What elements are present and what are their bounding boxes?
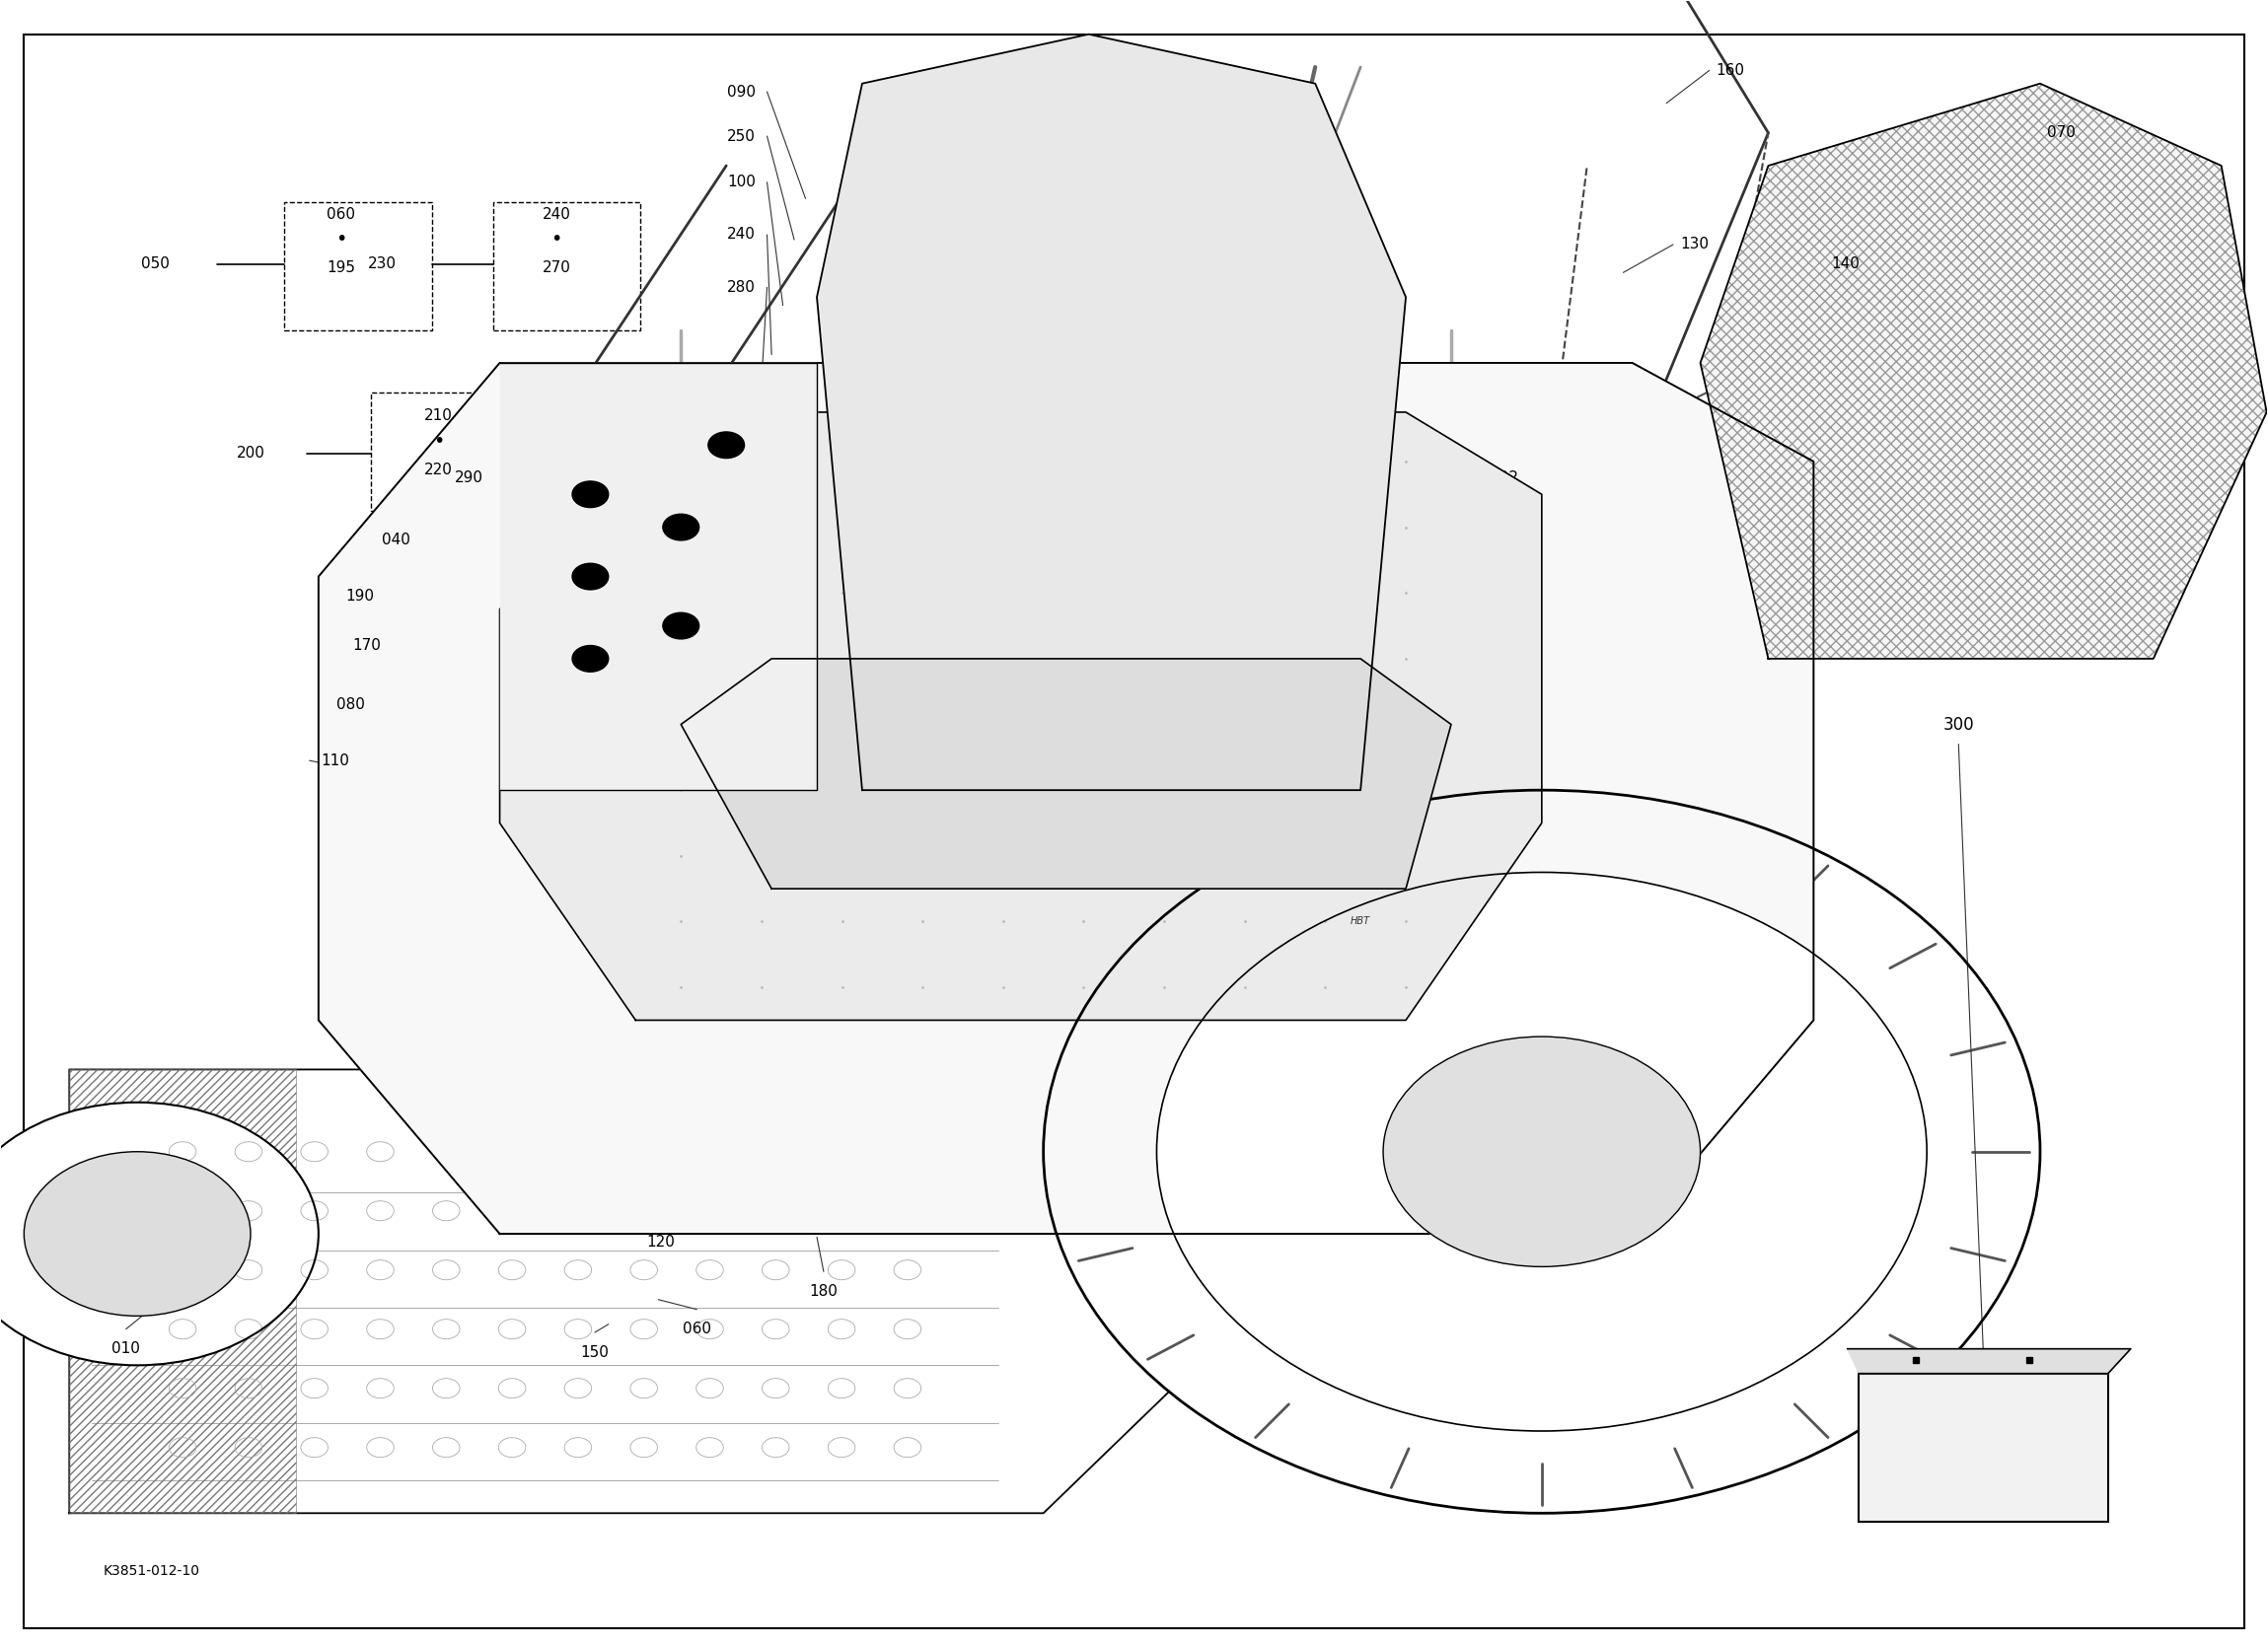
Text: HBT: HBT <box>1352 917 1370 927</box>
Polygon shape <box>1848 1348 2130 1373</box>
Text: 060: 060 <box>683 1322 712 1337</box>
Text: 260: 260 <box>1470 537 1497 551</box>
Text: 190: 190 <box>345 589 374 604</box>
Text: 240: 240 <box>542 207 572 222</box>
Text: 010: 010 <box>111 1341 141 1356</box>
Text: 150: 150 <box>581 1345 610 1360</box>
Text: 090: 090 <box>728 84 755 99</box>
Text: 210: 210 <box>424 408 454 423</box>
Circle shape <box>1383 1037 1701 1267</box>
Text: 270: 270 <box>1481 500 1508 515</box>
Text: 195: 195 <box>327 260 356 275</box>
Text: K3851-012-10: K3851-012-10 <box>104 1564 200 1577</box>
Text: 170: 170 <box>352 639 381 653</box>
Text: 200: 200 <box>236 446 265 461</box>
Text: 220: 220 <box>1411 685 1438 700</box>
Text: 040: 040 <box>381 533 411 548</box>
Text: 280: 280 <box>728 280 755 295</box>
Text: •: • <box>336 230 347 249</box>
Polygon shape <box>318 362 1814 1234</box>
Polygon shape <box>816 35 1406 790</box>
Text: 290: 290 <box>454 471 483 486</box>
Text: 120: 120 <box>646 1234 676 1249</box>
Circle shape <box>25 1152 249 1317</box>
Text: 020: 020 <box>925 877 955 892</box>
Circle shape <box>572 481 608 507</box>
FancyBboxPatch shape <box>1860 1373 2107 1521</box>
Text: 140: 140 <box>1833 257 1860 272</box>
Polygon shape <box>499 412 1542 1021</box>
Polygon shape <box>680 658 1452 889</box>
Circle shape <box>662 612 699 639</box>
Circle shape <box>0 1103 318 1365</box>
Text: 210: 210 <box>1488 606 1515 621</box>
Polygon shape <box>1701 84 2266 658</box>
Circle shape <box>572 645 608 672</box>
Text: 300: 300 <box>1944 716 1973 732</box>
Text: 100: 100 <box>728 174 755 189</box>
Text: 220: 220 <box>424 463 454 477</box>
Text: •: • <box>433 433 445 451</box>
Circle shape <box>572 563 608 589</box>
Text: 270: 270 <box>542 260 572 275</box>
Text: 192: 192 <box>1490 471 1517 486</box>
Text: 030: 030 <box>1393 825 1420 839</box>
Text: 110: 110 <box>320 754 349 769</box>
Text: 250: 250 <box>728 128 755 143</box>
Text: 080: 080 <box>336 698 365 713</box>
Text: 195: 195 <box>1232 273 1261 288</box>
Text: 050: 050 <box>141 257 170 272</box>
Text: 070: 070 <box>2048 125 2075 140</box>
Text: •: • <box>551 230 562 249</box>
Circle shape <box>1157 872 1928 1430</box>
Circle shape <box>1043 790 2041 1513</box>
Text: 240: 240 <box>728 227 755 242</box>
Text: 230: 230 <box>367 257 397 272</box>
Polygon shape <box>70 1070 1179 1513</box>
Text: 060: 060 <box>327 207 356 222</box>
Text: 020: 020 <box>1352 742 1379 757</box>
Text: 130: 130 <box>1681 237 1708 252</box>
Polygon shape <box>499 362 816 790</box>
Text: 180: 180 <box>810 1284 837 1299</box>
Circle shape <box>662 514 699 540</box>
Circle shape <box>708 431 744 458</box>
Text: 160: 160 <box>1717 63 1744 77</box>
